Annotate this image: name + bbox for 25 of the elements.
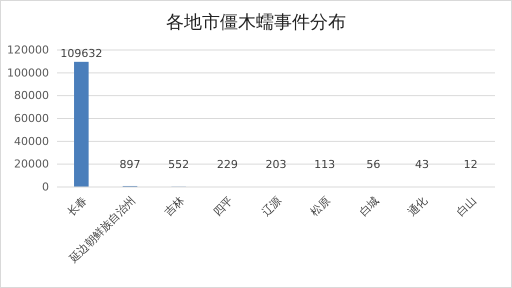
chart-title: 各地市僵木蠕事件分布 xyxy=(166,12,346,33)
data-label: 12 xyxy=(464,158,478,171)
data-label: 203 xyxy=(266,158,286,171)
data-label: 113 xyxy=(314,158,336,171)
data-label: 56 xyxy=(366,158,380,171)
y-tick-label: 60000 xyxy=(14,112,49,126)
data-label: 43 xyxy=(415,158,429,171)
x-tick-label: 白城 xyxy=(356,194,382,219)
y-tick-label: 120000 xyxy=(7,44,49,57)
x-tick-label: 通化 xyxy=(405,194,430,219)
data-label: 109632 xyxy=(60,46,102,60)
y-tick-label: 20000 xyxy=(14,158,49,171)
y-tick-label: 100000 xyxy=(7,66,49,80)
data-label: 897 xyxy=(120,158,140,171)
data-label: 552 xyxy=(168,158,190,171)
y-tick-label: 40000 xyxy=(14,134,49,148)
x-tick-label: 四平 xyxy=(210,194,236,219)
y-tick-label: 80000 xyxy=(14,89,49,102)
x-tick-label: 白山 xyxy=(454,194,479,219)
data-label: 229 xyxy=(216,158,238,171)
x-tick-label: 辽源 xyxy=(259,194,284,219)
x-tick-label: 吉林 xyxy=(162,194,187,219)
y-tick-label: 0 xyxy=(42,180,49,194)
x-tick-label: 长春 xyxy=(64,194,90,219)
x-tick-label: 松原 xyxy=(308,194,333,219)
